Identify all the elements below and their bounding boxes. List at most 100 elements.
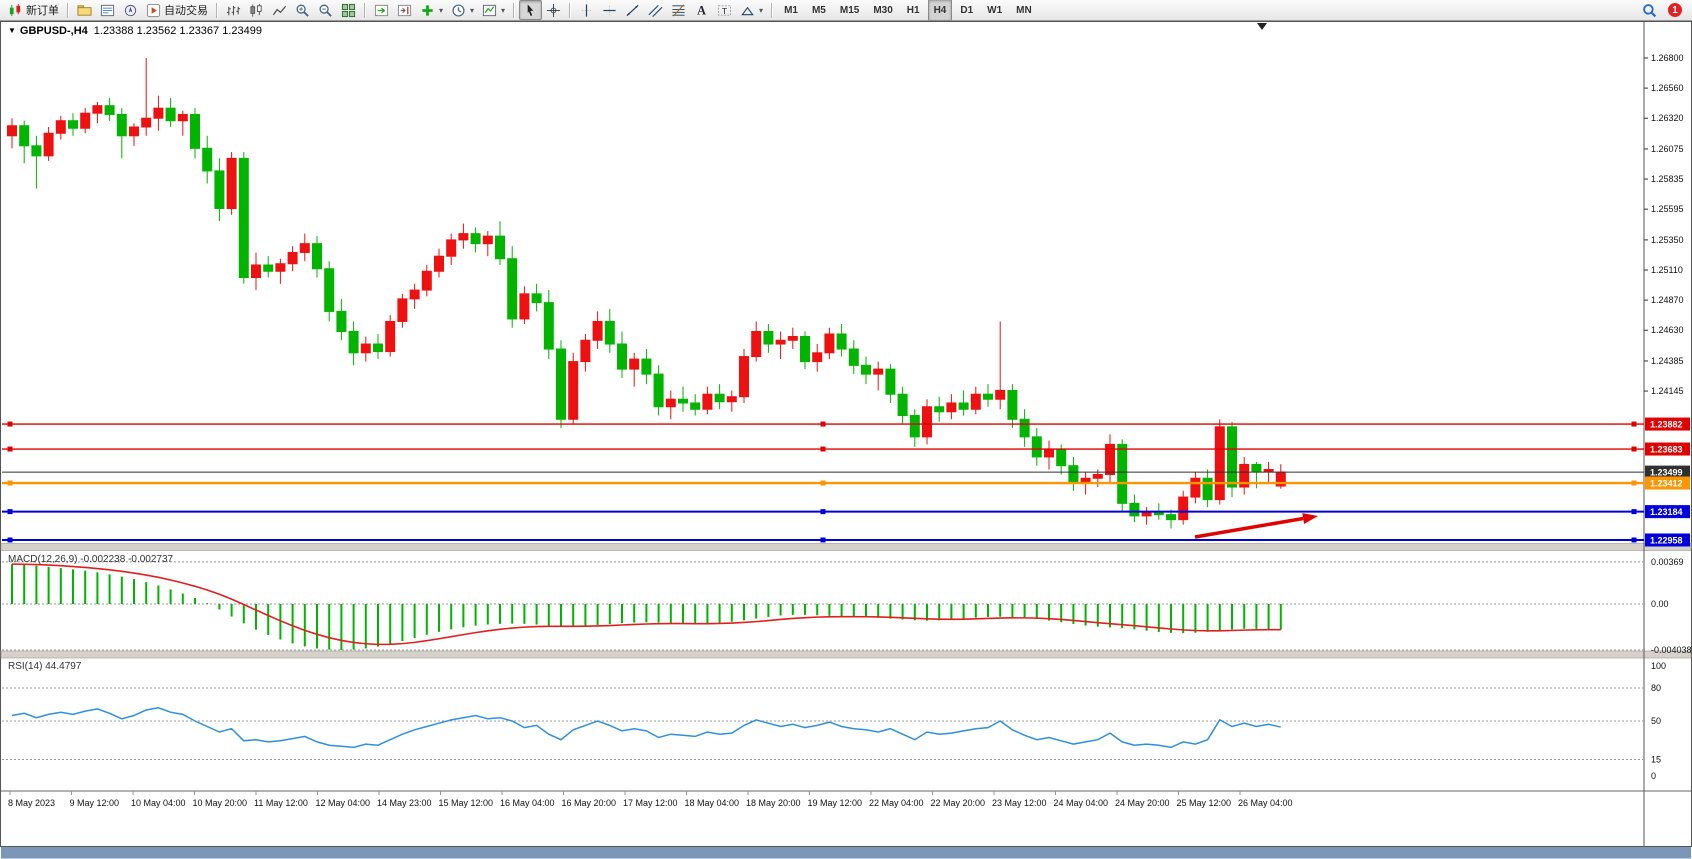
label-icon: T [717,3,732,18]
time-axis-label: 10 May 20:00 [193,798,248,808]
new-order-icon [8,3,23,18]
line-handle[interactable] [1631,537,1637,543]
chart-shift-marker-icon[interactable] [1257,23,1267,30]
text-tool-icon[interactable]: A [690,0,713,20]
price-tag-label: 1.23499 [1650,468,1683,478]
candle-chart-icon[interactable] [245,0,268,20]
zoom-out-icon[interactable] [314,0,337,20]
time-axis-label: 18 May 04:00 [685,798,740,808]
candle-body [397,298,408,322]
line-handle[interactable] [820,446,826,452]
line-handle[interactable] [820,421,826,427]
indicators-icon[interactable]: ▾ [416,0,447,20]
rsi-axis-label: 100 [1651,661,1666,671]
rsi-indicator-label: RSI(14) 44.4797 [8,661,81,672]
line-handle[interactable] [1631,421,1637,427]
timeframe-button-m15[interactable]: M15 [839,4,860,16]
candle-body [80,112,91,129]
periods-icon[interactable]: ▾ [447,0,478,20]
chart-shift-icon[interactable] [393,0,416,20]
candle-body [177,113,188,122]
candle-body [958,402,969,410]
dropdown-arrow-icon[interactable]: ▾ [759,5,764,15]
candle-body [739,356,749,398]
line-handle[interactable] [1631,509,1637,515]
templates-icon[interactable]: ▾ [478,0,509,20]
line-chart-icon[interactable] [268,0,291,20]
bar-chart-icon[interactable] [222,0,245,20]
search-button[interactable] [1638,0,1661,20]
auto-scroll-icon[interactable] [370,0,393,20]
line-handle[interactable] [7,446,13,452]
candle-body [312,243,322,270]
timeframe-button-w1[interactable]: W1 [987,4,1003,16]
candle-body [19,125,30,147]
autotrading-button[interactable]: 自动交易 [142,0,212,20]
price-tag-label: 1.23882 [1650,420,1683,430]
line-handle[interactable] [7,421,13,427]
line-handle[interactable] [7,509,13,515]
candle-body [653,373,664,408]
zoom-in-icon[interactable] [291,0,314,20]
notification-badge[interactable]: 1 [1668,3,1682,17]
cursor-tool-icon[interactable] [519,0,543,20]
line-handle[interactable] [820,480,826,486]
candle-body [995,389,1006,400]
candle-body [202,147,213,172]
line-handle[interactable] [1631,480,1637,486]
tile-windows-icon[interactable] [337,0,360,20]
timeframe-button-mn[interactable]: MN [1016,4,1032,16]
horizontal-line-tool-icon[interactable] [598,0,621,20]
candle-body [55,120,66,134]
line-handle[interactable] [7,537,13,543]
macd-axis-label: -0.004038 [1651,645,1692,655]
line-handle[interactable] [7,480,13,486]
fibonacci-tool-icon[interactable] [667,0,690,20]
dropdown-arrow-icon[interactable]: ▾ [470,5,475,15]
navigator-icon[interactable] [119,0,142,20]
shapes-tool-icon[interactable]: ▾ [736,0,767,20]
timeframe-button-h1[interactable]: H1 [906,4,920,16]
candle-body [568,361,579,420]
timeframe-button-m1[interactable]: M1 [784,4,798,16]
arrow-annotation[interactable] [1194,516,1304,539]
dropdown-arrow-icon[interactable]: ▾ [501,5,506,15]
chart-background[interactable] [0,21,1692,847]
horizontal-scrollbar[interactable] [1,847,1691,859]
time-axis-label: 16 May 20:00 [562,798,617,808]
new-order-button[interactable]: 新订单 [4,0,63,20]
toolbar-separator [513,2,516,18]
candle-body [1251,463,1262,473]
timeframe-button-d1[interactable]: D1 [960,4,974,16]
timeframe-button-m30[interactable]: M30 [873,4,893,16]
candle-body [275,263,286,272]
arrow-annotation-head[interactable] [1302,513,1318,524]
market-watch-icon[interactable] [96,0,119,20]
line-handle[interactable] [820,537,826,543]
vertical-line-tool-icon[interactable] [575,0,598,20]
timeframe-button-m5[interactable]: M5 [811,4,826,16]
line-handle[interactable] [820,509,826,515]
candle-body [495,235,505,260]
candle-body [1129,502,1140,517]
panel-separator[interactable] [0,650,1692,659]
chart-collapse-arrow-icon[interactable]: ▼ [8,26,16,35]
line-handle[interactable] [1631,446,1637,452]
toolbar-separator [67,2,69,18]
crosshair-tool-icon[interactable] [542,0,565,20]
text-icon: A [694,3,709,18]
price-axis-label: 1.26560 [1651,83,1684,93]
trendline-tool-icon[interactable] [621,0,644,20]
panel-separator[interactable] [0,543,1692,551]
timeframe-button-h4[interactable]: H4 [927,0,953,21]
label-tool-icon[interactable]: T [713,0,736,20]
profiles-icon[interactable] [73,0,96,20]
price-tag [1645,533,1690,547]
channel-tool-icon[interactable] [644,0,667,20]
candle-body [141,117,152,128]
candle-body [800,335,810,363]
candle-body [604,320,615,345]
price-tag [1645,465,1690,479]
dropdown-arrow-icon[interactable]: ▾ [439,5,444,15]
